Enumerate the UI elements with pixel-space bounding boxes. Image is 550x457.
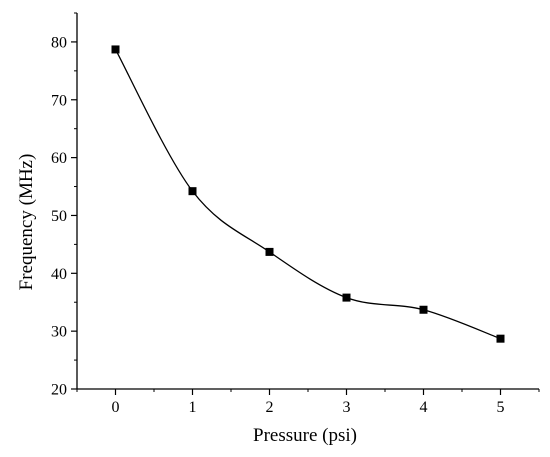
x-tick-label: 1 (189, 399, 197, 416)
data-point (496, 334, 505, 343)
y-axis: 20 30 40 50 60 70 80 (51, 12, 77, 399)
series-markers (111, 45, 505, 343)
data-point (188, 187, 197, 196)
y-axis-label: Frequency (MHz) (16, 154, 37, 291)
data-point (342, 293, 351, 302)
y-tick-label: 80 (51, 34, 67, 51)
y-tick-label: 40 (51, 266, 67, 283)
x-tick-label: 2 (266, 399, 274, 416)
data-point (265, 247, 274, 256)
x-axis: 0 1 2 3 4 5 (76, 389, 540, 416)
x-axis-label: Pressure (psi) (253, 425, 357, 446)
y-tick-label: 70 (51, 92, 67, 109)
x-tick-label: 5 (497, 399, 505, 416)
x-tick-label: 4 (420, 399, 428, 416)
x-tick-label: 0 (112, 399, 120, 416)
y-tick-label: 20 (51, 382, 67, 399)
y-tick-label: 50 (51, 208, 67, 225)
y-tick-label: 30 (51, 324, 67, 341)
data-point (419, 305, 428, 314)
y-tick-label: 60 (51, 150, 67, 167)
plot-frame (76, 13, 539, 390)
series-line (114, 49, 501, 340)
x-tick-label: 3 (343, 399, 351, 416)
data-point (111, 45, 120, 54)
